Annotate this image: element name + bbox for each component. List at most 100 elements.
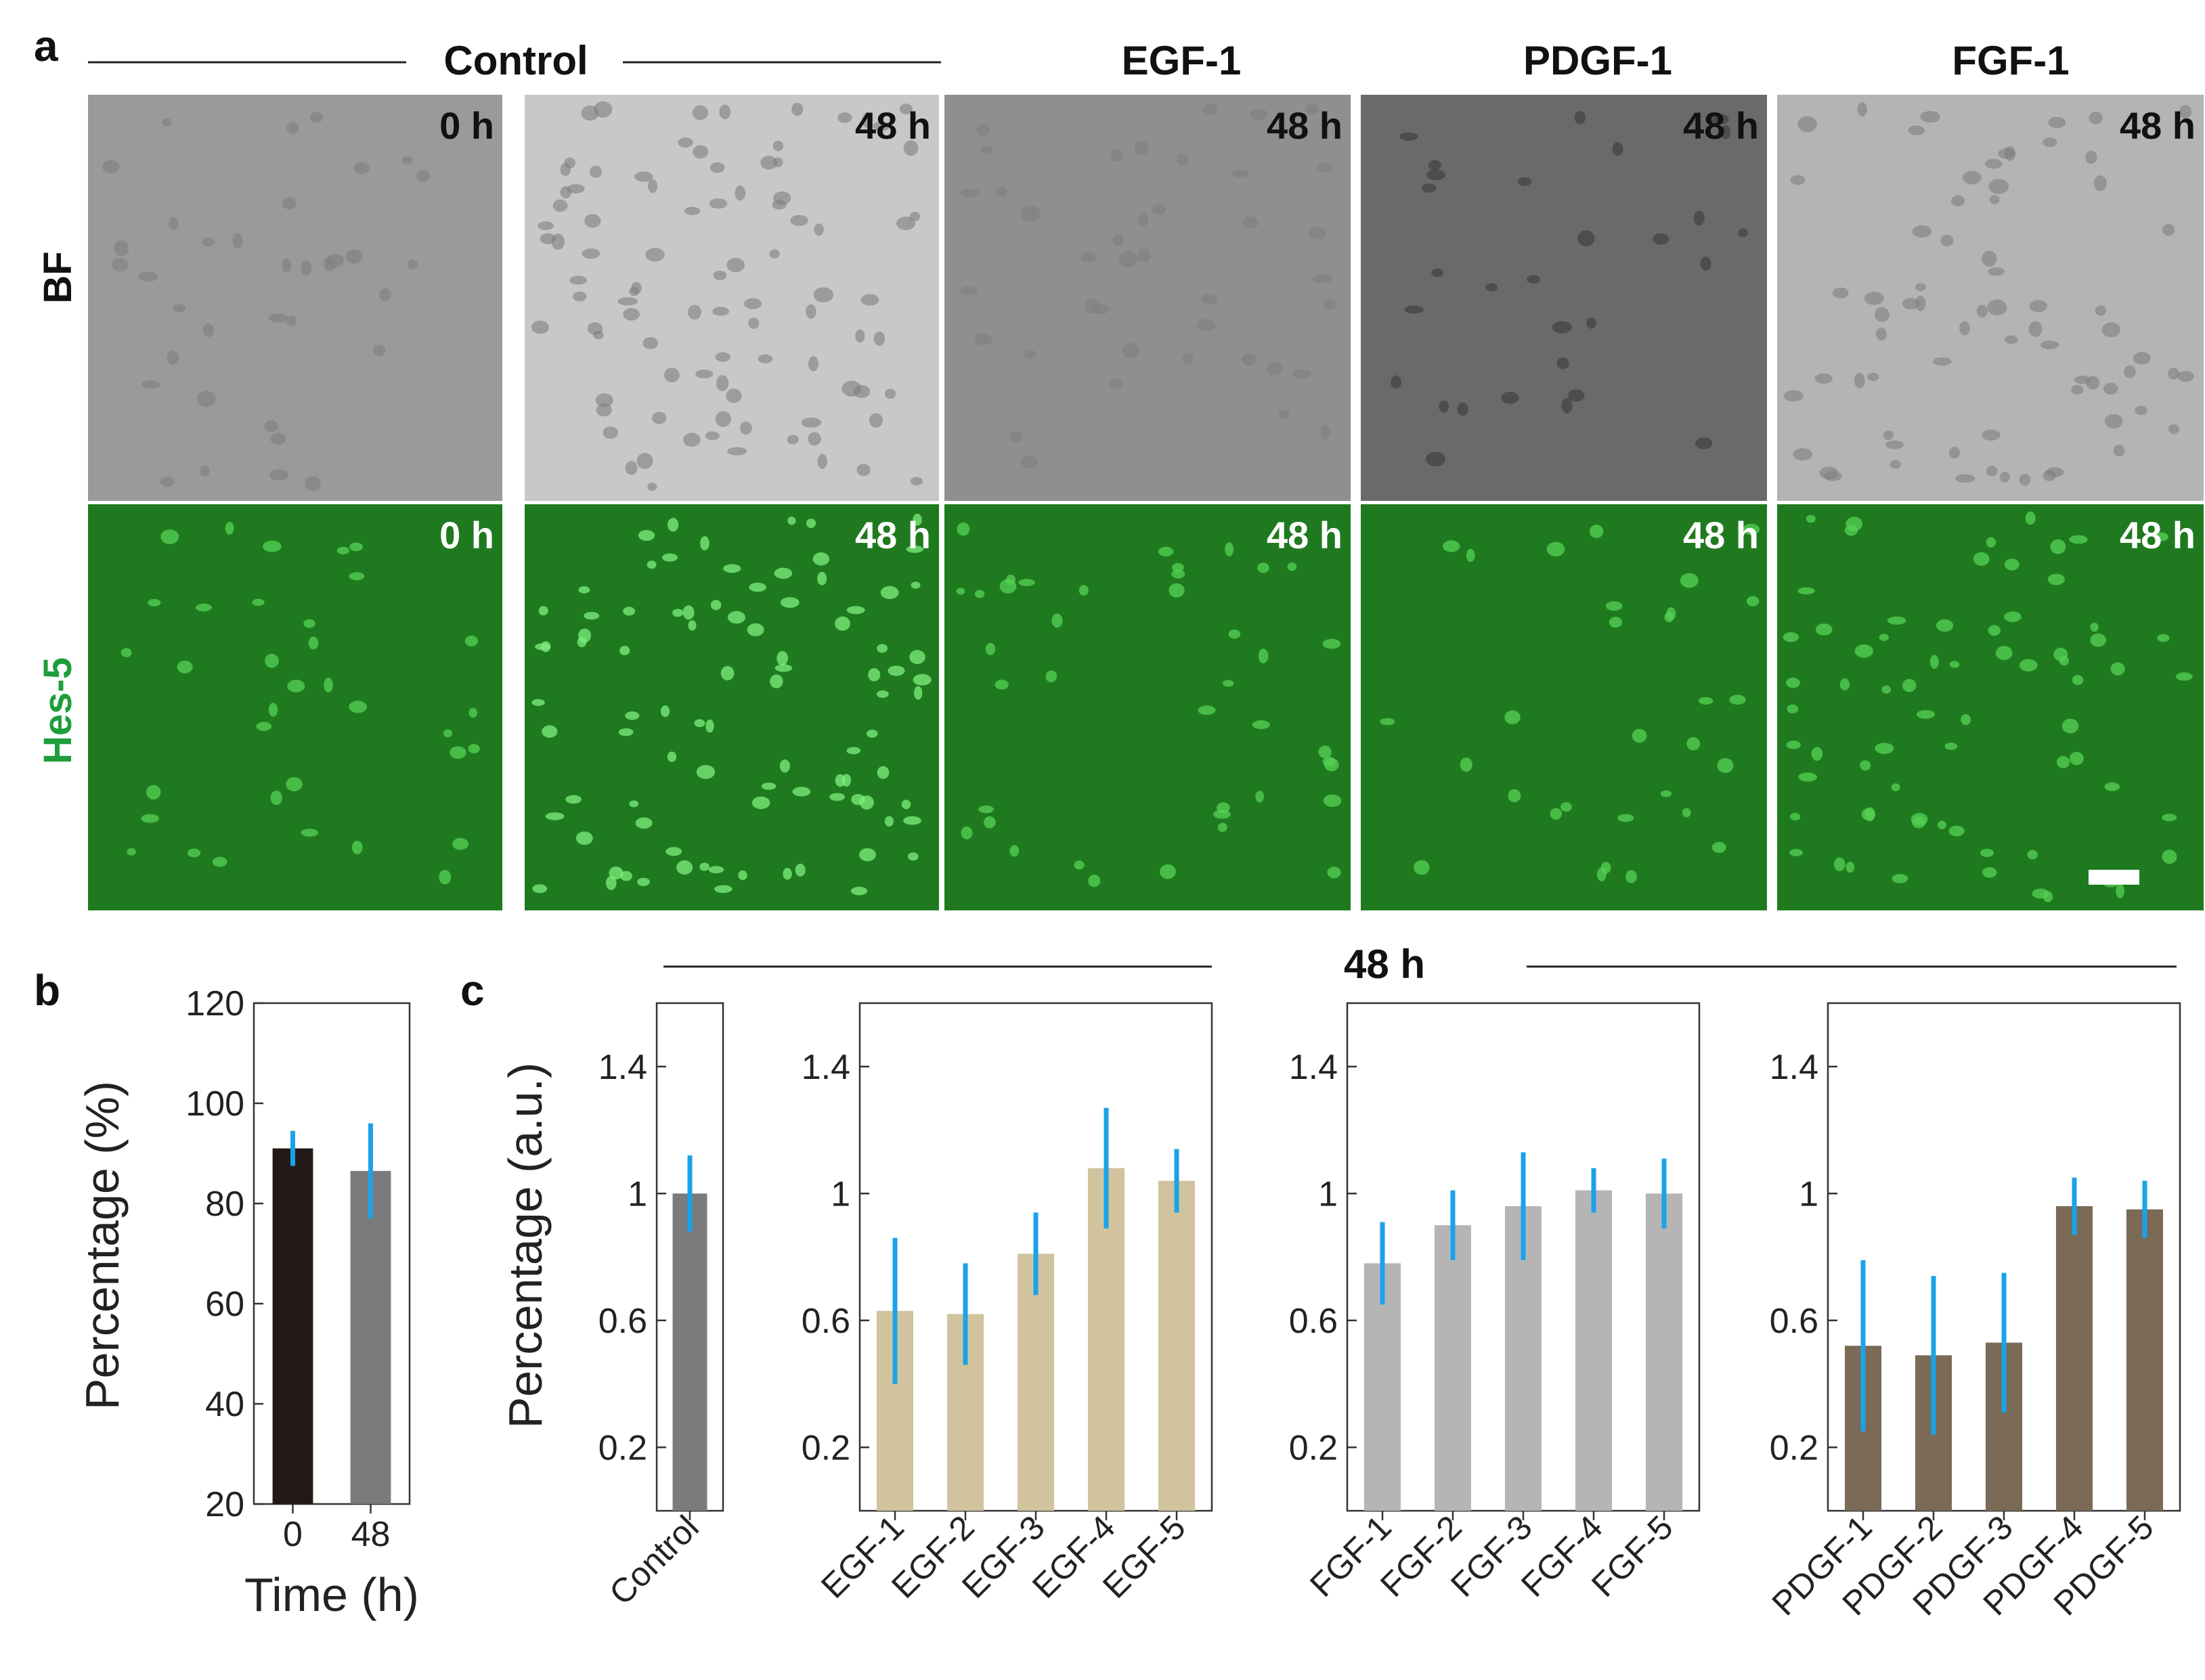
bf-cell <box>715 352 730 362</box>
bf-cell <box>1242 216 1259 229</box>
hes5-cell <box>1560 802 1572 812</box>
hes5-cell <box>846 606 865 615</box>
hes5-cell <box>2020 659 2038 672</box>
bf-cell <box>2135 405 2147 416</box>
hes5-cell <box>1589 525 1604 538</box>
hes5-cell <box>751 796 770 810</box>
hes5-time-label-3: 48 h <box>1267 514 1342 556</box>
bf-cell <box>1586 317 1596 329</box>
bf-cell <box>538 221 554 230</box>
hes5-cell <box>795 863 806 877</box>
bf-cell <box>817 454 827 469</box>
bf-cell <box>1093 304 1110 315</box>
bf-cell <box>647 483 657 491</box>
hes5-cell <box>777 650 789 666</box>
bf-cell <box>1988 267 2005 276</box>
bf-time-label-1: 0 h <box>439 104 494 147</box>
bf-cell <box>981 146 993 154</box>
bf-cell <box>726 447 747 456</box>
bf-cell <box>114 240 129 257</box>
bf-cell <box>1177 153 1189 166</box>
bf-cell <box>617 297 638 306</box>
ytick-label: 80 <box>205 1185 244 1224</box>
bf-cells-1 <box>102 112 430 491</box>
hes5-cell <box>2025 511 2036 525</box>
hes5-cell <box>1938 820 1946 830</box>
bf-cell <box>269 469 289 481</box>
hes5-cell <box>694 719 705 728</box>
bf-cell <box>748 317 760 329</box>
hes5-cell <box>817 571 827 585</box>
bf-cell <box>581 105 599 121</box>
bf-cell <box>1715 114 1729 125</box>
hes5-cell <box>618 728 634 736</box>
bf-cell <box>801 417 822 428</box>
hes5-cell <box>160 529 179 544</box>
ytick-label: 1.4 <box>1770 1048 1818 1087</box>
bf-cell <box>2005 335 2018 345</box>
bf-cell <box>791 102 804 116</box>
bf-cell <box>1864 292 1884 305</box>
bf-cell <box>1885 440 1904 449</box>
hes5-cell <box>2090 622 2099 632</box>
bf-cell <box>996 186 1007 197</box>
bf-cell <box>1426 451 1446 467</box>
hes5-cell <box>1169 583 1185 598</box>
bf-cell <box>862 112 873 129</box>
hes5-cell <box>665 847 682 856</box>
hes5-cell <box>1973 552 1990 566</box>
bf-cell <box>1391 375 1402 389</box>
hes5-cell <box>1879 634 1889 641</box>
hes5-cell <box>578 628 592 643</box>
hes5-cell <box>780 597 800 608</box>
bf-cell <box>709 198 728 209</box>
bf-cell <box>2071 384 2084 395</box>
bf-cell <box>873 121 890 131</box>
hes5-cell <box>1986 537 1996 548</box>
bf-cell <box>1866 372 1879 381</box>
chart-c-ylabel: Percentage (a.u.) <box>499 1063 552 1429</box>
bf-cell <box>790 215 808 226</box>
hes5-cell <box>835 616 850 631</box>
ytick-label: 0.6 <box>598 1302 647 1341</box>
bar-FGF-4 <box>1575 1190 1613 1511</box>
bf-cell <box>739 421 752 435</box>
hes5-cell <box>914 686 923 700</box>
ytick-label: 20 <box>205 1485 244 1524</box>
hes5-cell <box>1798 772 1818 782</box>
hes5-cell <box>1255 791 1264 803</box>
category-label: 48 <box>351 1515 391 1554</box>
hes5-cell <box>779 759 790 773</box>
bf-cell <box>1790 175 1806 185</box>
bf-cell <box>2040 340 2059 350</box>
hes5-image-5 <box>1777 504 2204 910</box>
bf-cell <box>141 380 160 389</box>
hes5-cell <box>727 611 746 624</box>
bf-cell <box>856 464 871 477</box>
hes5-cell <box>2069 751 2084 766</box>
hes5-cell <box>638 530 655 541</box>
bf-cell <box>873 331 886 346</box>
hes5-cell <box>2072 675 2084 685</box>
hes5-cell <box>2004 558 2020 571</box>
hes5-cell <box>2154 532 2169 541</box>
bf-cell <box>2074 375 2091 384</box>
bf-cell <box>842 380 862 397</box>
egf1-header: EGF-1 <box>1122 38 1242 83</box>
bf-cell <box>560 186 571 199</box>
hes5-cell <box>1609 617 1622 628</box>
category-label: Control <box>602 1508 706 1612</box>
hes5-cell <box>705 719 714 733</box>
bf-cell <box>1984 158 2003 169</box>
hes5-cell <box>2027 849 2038 860</box>
hes5-cell <box>349 542 364 552</box>
bf-cell <box>712 307 730 316</box>
hes5-cell <box>974 590 985 598</box>
bf-cell <box>2085 150 2097 164</box>
hes5-cell <box>696 765 716 779</box>
hes5-cell <box>1045 670 1057 683</box>
bf-cell <box>2095 305 2106 316</box>
hes5-cell <box>1078 585 1089 596</box>
hes5-cell <box>127 847 136 856</box>
hes5-cell <box>2162 814 2177 822</box>
